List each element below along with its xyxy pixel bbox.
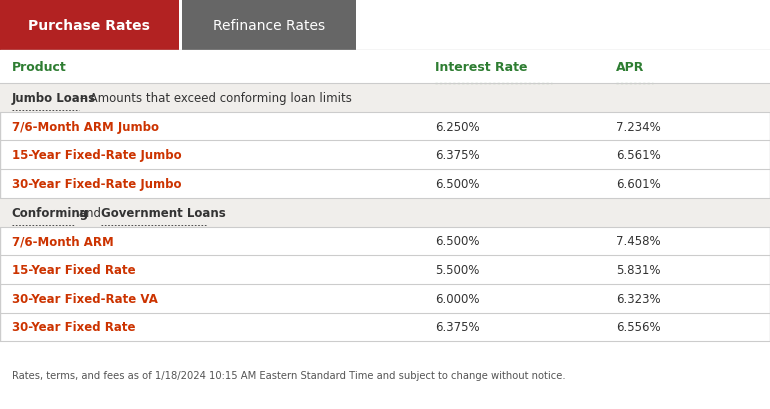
Text: 6.375%: 6.375% — [435, 321, 480, 334]
Text: 7/6-Month ARM Jumbo: 7/6-Month ARM Jumbo — [12, 120, 159, 133]
Text: 7/6-Month ARM: 7/6-Month ARM — [12, 235, 113, 248]
Text: Government Loans: Government Loans — [101, 206, 226, 219]
Text: 6.250%: 6.250% — [435, 120, 480, 133]
Text: 6.561%: 6.561% — [616, 149, 661, 162]
FancyBboxPatch shape — [0, 342, 770, 409]
Text: and: and — [75, 206, 105, 219]
Text: 7.458%: 7.458% — [616, 235, 661, 248]
Text: Interest Rate: Interest Rate — [435, 61, 527, 74]
Text: Product: Product — [12, 61, 66, 74]
Text: 30-Year Fixed-Rate VA: 30-Year Fixed-Rate VA — [12, 292, 157, 305]
Text: 15-Year Fixed-Rate Jumbo: 15-Year Fixed-Rate Jumbo — [12, 149, 181, 162]
FancyBboxPatch shape — [0, 198, 770, 227]
FancyBboxPatch shape — [0, 51, 770, 84]
Text: Jumbo Loans: Jumbo Loans — [12, 92, 95, 105]
Text: Rates, terms, and fees as of 1/18/2024 10:15 AM Eastern Standard Time and subjec: Rates, terms, and fees as of 1/18/2024 1… — [12, 370, 565, 380]
Text: 6.500%: 6.500% — [435, 235, 480, 248]
Text: – Amounts that exceed conforming loan limits: – Amounts that exceed conforming loan li… — [80, 92, 352, 105]
FancyBboxPatch shape — [0, 84, 770, 112]
Text: 6.000%: 6.000% — [435, 292, 480, 305]
Text: 30-Year Fixed Rate: 30-Year Fixed Rate — [12, 321, 135, 334]
FancyBboxPatch shape — [0, 0, 179, 51]
Text: 6.601%: 6.601% — [616, 178, 661, 191]
Text: Refinance Rates: Refinance Rates — [213, 18, 326, 33]
Text: 5.500%: 5.500% — [435, 263, 480, 276]
Text: 30-Year Fixed-Rate Jumbo: 30-Year Fixed-Rate Jumbo — [12, 178, 181, 191]
FancyBboxPatch shape — [182, 0, 356, 51]
Text: APR: APR — [616, 61, 644, 74]
Text: Purchase Rates: Purchase Rates — [28, 18, 150, 33]
Text: 6.323%: 6.323% — [616, 292, 661, 305]
Text: 15-Year Fixed Rate: 15-Year Fixed Rate — [12, 263, 136, 276]
Text: 6.500%: 6.500% — [435, 178, 480, 191]
Text: Conforming: Conforming — [12, 206, 89, 219]
Text: 5.831%: 5.831% — [616, 263, 661, 276]
Text: 6.556%: 6.556% — [616, 321, 661, 334]
Text: 7.234%: 7.234% — [616, 120, 661, 133]
Text: 6.375%: 6.375% — [435, 149, 480, 162]
